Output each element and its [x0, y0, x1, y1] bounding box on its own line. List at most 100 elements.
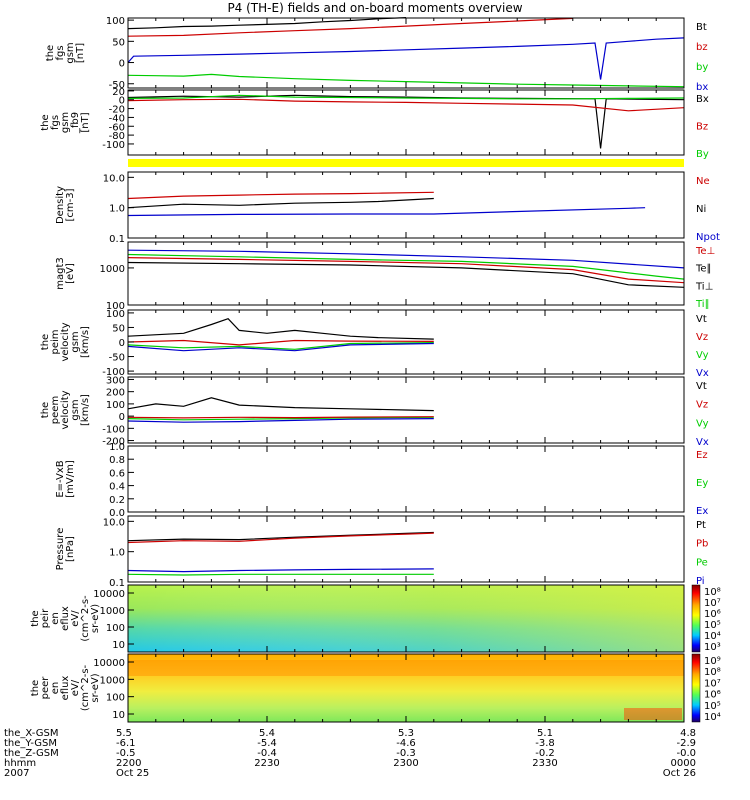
yellow-flag-bar: [128, 159, 684, 167]
y-tick-label: 50: [112, 323, 125, 334]
series-line: [127, 418, 434, 423]
colorbar-label: 10⁸: [704, 587, 721, 598]
ephemeris-value: -0.4: [257, 748, 277, 759]
y-tick-label: 100: [106, 623, 125, 634]
legend-entry: Ez: [696, 450, 708, 461]
panel-velocity_perp: 100 50 0 -50 -100 Vt Vz Vy Vx the peim velocity gsm[…: [40, 309, 709, 379]
series-line: [127, 532, 434, 544]
spectrogram-elec_spec: [128, 654, 684, 722]
y-tick-label: 100: [106, 16, 125, 27]
ephemeris-value: -5.4: [257, 738, 277, 749]
legend-entry: Vt: [696, 381, 707, 392]
y-tick-label: 0: [119, 412, 125, 423]
y-tick-label: -100: [102, 367, 125, 378]
ephemeris-value: 5.5: [116, 728, 132, 739]
y-axis-label: [nPa]: [65, 536, 76, 562]
ephemeris-value: -2.9: [676, 738, 696, 749]
y-axis-label: sr-eV): [90, 604, 101, 633]
y-tick-label: 10.0: [103, 517, 125, 528]
legend-entry: Vx: [696, 368, 709, 379]
series-line: [127, 531, 434, 542]
page-title: P4 (TH-E) fields and on-board moments ov…: [227, 1, 523, 15]
ephemeris-label: the_X-GSM: [4, 728, 58, 739]
spectrogram-fade: [128, 585, 684, 652]
series-line: [127, 207, 646, 217]
panel-frame: [127, 515, 685, 583]
y-axis-label: eflux: [60, 676, 71, 701]
ephemeris-value: 5.1: [537, 728, 553, 739]
legend-entry: Pt: [696, 520, 706, 531]
colorbar-label: 10⁶: [704, 690, 721, 701]
colorbar-label: 10³: [704, 642, 721, 653]
series-line: [127, 416, 434, 421]
y-axis-label: sr-eV): [90, 673, 101, 702]
y-tick-label: 100: [106, 301, 125, 312]
ephemeris-value: -0.0: [676, 748, 696, 759]
y-axis-label: [nT]: [75, 43, 86, 63]
y-axis-label: peir: [40, 608, 51, 628]
legend-entry: bz: [696, 42, 708, 53]
y-axis-label: [cm-3]: [65, 188, 76, 221]
colorbar-label: 10⁷: [704, 598, 721, 609]
panel-frame: [127, 445, 685, 513]
legend-entry: Npot: [696, 232, 720, 243]
y-tick-label: 0.8: [109, 455, 125, 466]
y-axis-label: _fb9: [70, 112, 81, 134]
ephemeris-value: -0.2: [535, 748, 555, 759]
y-axis-label: gsm: [70, 331, 81, 352]
ephemeris-value: 0000: [671, 758, 696, 769]
legend-entry: Ni: [696, 204, 706, 215]
legend-entry: Pi: [696, 576, 705, 587]
y-axis-label: Density: [55, 186, 66, 224]
y-axis-label: E=-VxB: [55, 460, 66, 497]
legend-entry: Te⊥: [695, 246, 715, 257]
colorbar-elec_spec: [691, 653, 701, 723]
y-axis-label: (cm^2-s-: [80, 664, 91, 711]
y-tick-label: 20: [112, 87, 125, 98]
panel-pressure: 10.0 1.0 0.1 Pt Pb Pe Pi Pressure [nPa]: [55, 515, 708, 589]
colorbar-label: 10⁸: [704, 667, 721, 678]
ephemeris-value: 5.3: [398, 728, 414, 739]
y-tick-label: 10000: [93, 658, 125, 669]
y-axis-label: en: [50, 682, 61, 695]
series-line: [127, 249, 685, 269]
series-line: [127, 197, 434, 209]
y-tick-label: -100: [102, 140, 125, 151]
ephemeris-label: the_Y-GSM: [4, 738, 57, 749]
legend-entry: Vz: [696, 332, 708, 343]
y-tick-label: -50: [109, 80, 125, 91]
legend-entry: Vy: [696, 418, 709, 429]
y-axis-label: gsm: [65, 42, 76, 63]
y-tick-label: 0: [119, 59, 125, 70]
panel-frame: [127, 309, 685, 375]
y-tick-label: 0: [119, 96, 125, 107]
series-line: [127, 94, 685, 100]
y-tick-label: 100: [106, 309, 125, 320]
y-tick-label: 0.4: [109, 482, 125, 493]
series-line: [127, 253, 685, 280]
colorbar-ion_spec: [691, 584, 701, 653]
ephemeris-value: -4.6: [396, 738, 416, 749]
y-tick-label: -50: [109, 353, 125, 364]
series-line: [127, 568, 434, 573]
legend-entry: Ex: [696, 506, 708, 517]
y-axis-label: eflux: [60, 606, 71, 631]
y-tick-label: 1000: [100, 606, 125, 617]
legend-entry: bx: [696, 82, 708, 93]
ephemeris-value: -0.3: [396, 748, 416, 759]
y-tick-label: -80: [109, 131, 125, 142]
series-line: [127, 342, 434, 350]
ephemeris-value: -6.1: [116, 738, 136, 749]
ephemeris-table: the_X-GSM 5.5 5.4 5.3 5.1 4.8 the_Y-GSM -6.1 -5.…: [4, 728, 696, 779]
colorbar-label: 10⁴: [704, 631, 721, 642]
y-axis-label: en: [50, 612, 61, 625]
y-tick-label: 200: [106, 388, 125, 399]
series-line: [127, 17, 407, 30]
legend-entry: Vt: [696, 314, 707, 325]
series-line: [127, 261, 685, 288]
y-tick-label: 1000: [100, 675, 125, 686]
y-tick-label: 300: [106, 375, 125, 386]
y-tick-label: 1.0: [109, 204, 125, 215]
legend-entry: Pe: [696, 557, 708, 568]
